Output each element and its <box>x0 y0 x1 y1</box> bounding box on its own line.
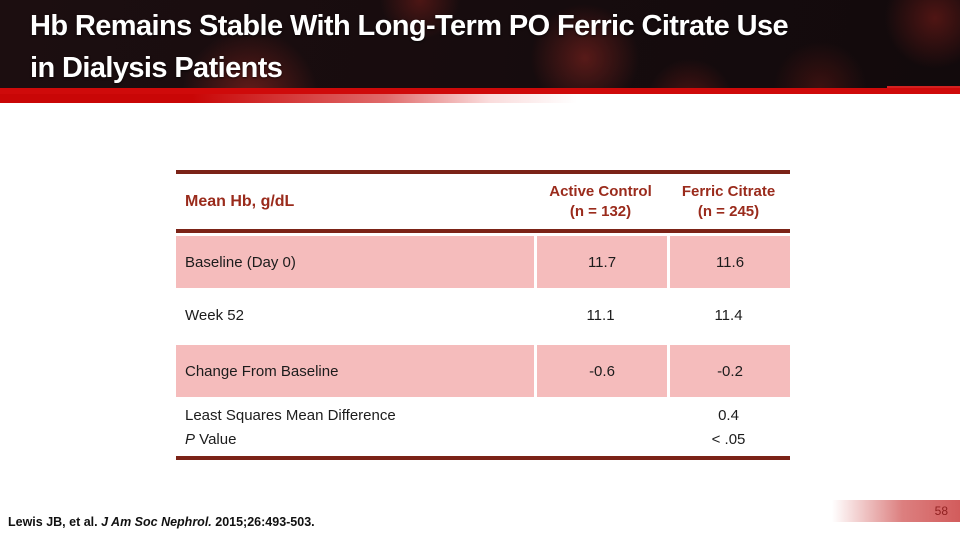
page-number-bar: 58 <box>832 500 960 522</box>
accent-line <box>0 88 960 94</box>
column-header-ferric-citrate: Ferric Citrate (n = 245) <box>667 174 790 229</box>
cell-ferric-citrate: 11.4 <box>667 288 790 342</box>
slide-title-line1: Hb Remains Stable With Long-Term PO Ferr… <box>30 10 789 42</box>
table-header-row: Mean Hb, g/dL Active Control (n = 132) F… <box>176 174 790 229</box>
citation-journal: J Am Soc Nephrol. <box>101 515 216 529</box>
p-value: < .05 <box>711 431 746 448</box>
cell-value: -0.6 <box>589 362 615 380</box>
cell-ferric-citrate: -0.2 <box>667 345 790 397</box>
row-label: Change From Baseline <box>176 345 534 397</box>
table-row-change-from-baseline: Change From Baseline -0.6 -0.2 <box>176 345 790 397</box>
cell-active-control: 11.7 <box>534 236 667 288</box>
cell-ferric-citrate: 11.6 <box>667 236 790 288</box>
row-label-line2: P Value <box>185 428 534 452</box>
accent-gradient-bar <box>0 94 740 103</box>
slide-title-line2: in Dialysis Patients <box>30 52 283 84</box>
row-label: Week 52 <box>176 288 534 342</box>
row-label: Least Squares Mean Difference P Value <box>176 400 534 456</box>
ls-mean-difference-value: 0.4 <box>718 407 739 424</box>
ferric-citrate-n: (n = 245) <box>697 202 760 220</box>
citation: Lewis JB, et al. J Am Soc Nephrol. 2015;… <box>8 515 315 529</box>
cell-active-control: -0.6 <box>534 345 667 397</box>
citation-authors: Lewis JB, et al. <box>8 515 102 529</box>
active-control-name: Active Control <box>549 182 652 200</box>
table-header-label: Mean Hb, g/dL <box>176 174 534 229</box>
row-label-text: Week 52 <box>185 306 244 324</box>
row-label: Baseline (Day 0) <box>176 236 534 288</box>
p-value-symbol: P <box>185 431 196 448</box>
hb-data-table: Mean Hb, g/dL Active Control (n = 132) F… <box>176 170 790 460</box>
cell-value: -0.2 <box>717 362 743 380</box>
page-number: 58 <box>934 504 948 518</box>
table-bottom-rule <box>176 456 790 460</box>
cell-active-control-empty <box>534 400 667 456</box>
p-value-word: Value <box>195 431 237 448</box>
active-control-n: (n = 132) <box>569 202 632 220</box>
row-header-label: Mean Hb, g/dL <box>185 192 295 210</box>
table-top-rule <box>176 170 790 174</box>
cell-value: 11.7 <box>587 253 617 271</box>
row-label-text: Change From Baseline <box>185 362 339 380</box>
cell-value: 11.6 <box>715 253 745 271</box>
table-row-ls-mean-difference: Least Squares Mean Difference P Value 0.… <box>176 400 790 456</box>
slide-title: Hb Remains Stable With Long-Term PO Ferr… <box>30 5 789 89</box>
cell-active-control: 11.1 <box>534 288 667 342</box>
cell-value: 11.1 <box>586 306 615 324</box>
cell-merged-value: 0.4 < .05 <box>667 400 790 456</box>
table-row-week52: Week 52 11.1 11.4 <box>176 288 790 342</box>
table-row-baseline: Baseline (Day 0) 11.7 11.6 <box>176 236 790 288</box>
table-header-rule <box>176 229 790 233</box>
row-label-line1: Least Squares Mean Difference <box>185 407 396 424</box>
title-banner: Hb Remains Stable With Long-Term PO Ferr… <box>0 0 960 88</box>
citation-volume: 2015;26:493-503. <box>215 515 315 529</box>
column-header-active-control: Active Control (n = 132) <box>534 174 667 229</box>
cell-value: 11.4 <box>714 306 743 324</box>
ferric-citrate-name: Ferric Citrate <box>681 182 776 200</box>
row-label-text: Baseline (Day 0) <box>185 253 296 271</box>
